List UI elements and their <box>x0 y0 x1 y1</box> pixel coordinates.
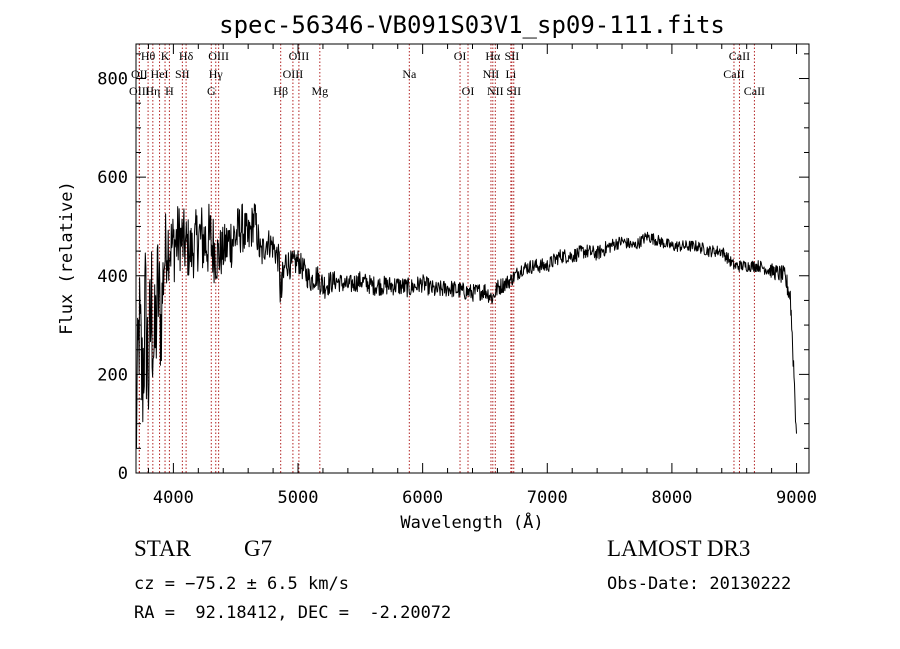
line-label-8: CaII <box>729 49 750 63</box>
line-label-0: Hθ <box>141 49 156 63</box>
line-label-13: OIII <box>283 67 304 81</box>
line-label-4: OIII <box>289 49 310 63</box>
object-subclass: G7 <box>244 536 273 561</box>
line-label-25: NII <box>487 84 504 98</box>
y-axis-label: Flux (relative) <box>57 181 77 335</box>
line-label-24: OI <box>462 84 475 98</box>
x-tick-label-2: 6000 <box>402 488 443 508</box>
y-tick-label-1: 200 <box>97 365 128 385</box>
plot-frame <box>135 43 810 474</box>
line-label-23: Mg <box>311 84 328 98</box>
x-tick-label-3: 7000 <box>527 488 568 508</box>
spectrum-series-line <box>135 203 797 449</box>
line-label-1: K <box>161 49 170 63</box>
line-label-15: NII <box>483 67 500 81</box>
y-tick-label-4: 800 <box>97 70 128 90</box>
line-label-3: OIII <box>208 49 229 63</box>
line-label-27: CaII <box>744 84 765 98</box>
line-label-12: Hγ <box>209 67 224 81</box>
axis-ticks <box>136 44 809 474</box>
object-class: STAR <box>134 536 191 561</box>
chart-title: spec-56346-VB091S03V1_sp09-111.fits <box>219 11 725 39</box>
x-tick-label-5: 9000 <box>776 488 817 508</box>
y-tick-label-2: 400 <box>97 267 128 287</box>
x-tick-label-1: 5000 <box>278 488 319 508</box>
line-label-20: H <box>165 84 174 98</box>
x-tick-label-4: 8000 <box>651 488 692 508</box>
line-label-7: SII <box>505 49 520 63</box>
line-label-9: OII <box>131 67 148 81</box>
line-label-2: Hδ <box>179 49 194 63</box>
line-label-17: CaII <box>723 67 744 81</box>
x-tick-label-0: 4000 <box>153 488 194 508</box>
line-label-22: Hβ <box>273 84 288 98</box>
line-label-21: G <box>207 84 216 98</box>
x-axis-label: Wavelength (Å) <box>400 511 543 533</box>
line-label-10: HeI <box>151 67 169 81</box>
line-label-5: OI <box>454 49 467 63</box>
survey-name: LAMOST DR3 <box>607 536 751 561</box>
y-tick-label-0: 0 <box>118 464 128 484</box>
observation-date: Obs-Date: 20130222 <box>607 574 792 594</box>
line-label-18: OIII <box>129 84 150 98</box>
line-label-19: Hη <box>145 84 160 98</box>
line-label-16: Li <box>506 67 517 81</box>
y-tick-labels: 0 200 400 600 800 <box>97 70 128 484</box>
redshift-cz: cz = −75.2 ± 6.5 km/s <box>134 574 349 594</box>
line-label-26: SII <box>506 84 521 98</box>
line-label-14: Na <box>402 67 417 81</box>
spectral-line-markers <box>138 44 755 473</box>
y-tick-label-3: 600 <box>97 168 128 188</box>
line-label-11: SII <box>175 67 190 81</box>
line-label-6: Hα <box>485 49 501 63</box>
spectral-line-labels: Hθ K Hδ OIII OIII OI Hα SII CaII OII HeI SII Hγ OIII N… <box>129 49 765 98</box>
x-tick-labels: 4000 5000 6000 7000 8000 9000 <box>153 488 817 508</box>
ra-dec-coordinates: RA = 92.18412, DEC = -2.20072 <box>134 603 452 623</box>
